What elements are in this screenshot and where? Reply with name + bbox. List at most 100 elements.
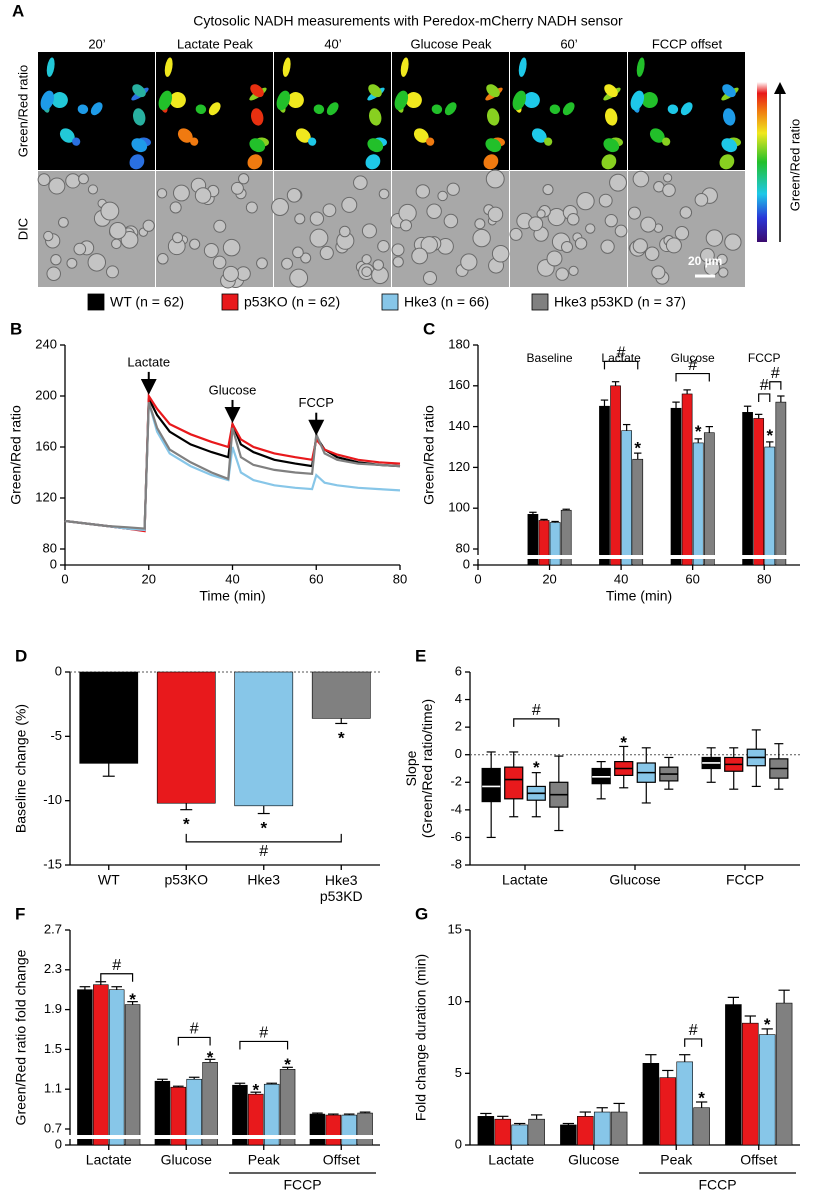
panel-label: D (15, 646, 27, 665)
panel-label: F (15, 904, 25, 923)
annotation: Lactate (127, 354, 170, 369)
axis-break (471, 555, 800, 559)
series-line (64, 402, 401, 530)
cell-blob (605, 108, 618, 126)
cell-blob (667, 104, 679, 114)
dic-cell (574, 237, 588, 250)
bracket (769, 381, 782, 390)
bracket (239, 1040, 289, 1050)
cell-blob (486, 84, 500, 98)
y-axis-label: Baseline change (%) (13, 704, 29, 833)
dic-cell (509, 227, 523, 241)
column-header: 60’ (560, 36, 577, 51)
bar (108, 989, 125, 1146)
significance-star: * (338, 729, 345, 748)
panel-label: C (423, 319, 435, 338)
dic-cell (372, 259, 384, 271)
bar (610, 385, 621, 566)
dic-cell (281, 257, 293, 270)
dic-cell (446, 182, 460, 196)
y-tick-label: 0.7 (44, 1120, 62, 1135)
legend-label: Hke3 p53KD (n = 37) (554, 294, 686, 310)
y-tick-label: 15 (448, 921, 462, 936)
y-tick-label: 4 (455, 691, 462, 706)
significance-star: * (284, 1055, 291, 1074)
dic-cell (172, 232, 184, 244)
cell-blob (630, 90, 645, 111)
dic-cell (398, 203, 417, 223)
cell-blob (723, 108, 736, 126)
y-axis-label: Fold change duration (min) (413, 954, 429, 1121)
cell-blob (326, 102, 339, 116)
dic-cell (609, 173, 627, 192)
significance-star: * (129, 990, 136, 1009)
dic-cell (377, 240, 390, 253)
y-tick-label: -8 (450, 856, 462, 871)
dic-cell (46, 266, 61, 281)
y-tick-label: 1.1 (44, 1081, 62, 1096)
bar (560, 1124, 577, 1146)
dic-cell (378, 188, 390, 200)
bar (93, 984, 109, 1146)
bar (775, 401, 787, 566)
axis-break (63, 1135, 380, 1139)
x-tick-label: 60 (685, 571, 699, 586)
cell-blob (680, 102, 693, 116)
dic-cell (555, 267, 569, 281)
cell-blob (251, 108, 264, 126)
y-tick-label: 120 (448, 459, 470, 474)
column-header: Lactate Peak (177, 36, 253, 51)
dic-cell (37, 173, 51, 187)
x-tick-label: Peak (248, 1152, 281, 1168)
text-line: Hke3 (325, 872, 358, 888)
dic-cell (106, 265, 119, 279)
bar (742, 1022, 759, 1146)
dic-cell (361, 223, 377, 239)
cell-blob (601, 154, 617, 170)
cell-blob (308, 137, 317, 146)
significance-star: * (183, 815, 190, 834)
significance-star: * (260, 819, 267, 838)
legend-label: WT (n = 62) (110, 294, 184, 310)
cell-blob (604, 84, 618, 98)
annotation: FCCP (299, 395, 334, 410)
y-tick-label: 0 (55, 1136, 62, 1151)
bar (775, 1002, 793, 1146)
dic-image (510, 171, 627, 287)
bar (632, 458, 644, 566)
bar (477, 1116, 495, 1146)
x-tick-label: Lactate (488, 1152, 534, 1168)
category-header: FCCP (748, 351, 781, 365)
dic-cell (632, 238, 648, 254)
y-tick-label: 0 (463, 556, 470, 571)
bar (279, 1069, 296, 1146)
dic-cell (443, 213, 459, 229)
dic-cell (724, 233, 742, 251)
cell-blob (46, 57, 55, 77)
y-tick-label: 200 (35, 387, 57, 402)
dic-cell (245, 201, 258, 214)
colorbar (757, 82, 767, 242)
bar (341, 1114, 357, 1146)
bracket-label: # (112, 957, 121, 974)
x-tick-label: 20 (142, 571, 156, 586)
cell-blob (131, 138, 148, 153)
x-tick-label: 60 (309, 571, 323, 586)
dic-cell (614, 224, 628, 238)
category-header: Baseline (527, 351, 573, 365)
cell-blob (169, 92, 186, 109)
dic-cell (319, 245, 334, 261)
significance-star: * (766, 426, 773, 445)
dic-cell (679, 206, 693, 219)
dic-cell (546, 250, 563, 267)
significance-star: * (252, 1081, 259, 1100)
bracket (185, 833, 342, 843)
panel-title: Cytosolic NADH measurements with Peredox… (193, 13, 623, 29)
cell-blob (721, 138, 738, 153)
dic-cell (66, 257, 78, 269)
y-tick-label: 100 (448, 500, 470, 515)
cell-blob (405, 92, 422, 109)
dic-cell (411, 247, 429, 265)
significance-star: * (634, 438, 641, 457)
